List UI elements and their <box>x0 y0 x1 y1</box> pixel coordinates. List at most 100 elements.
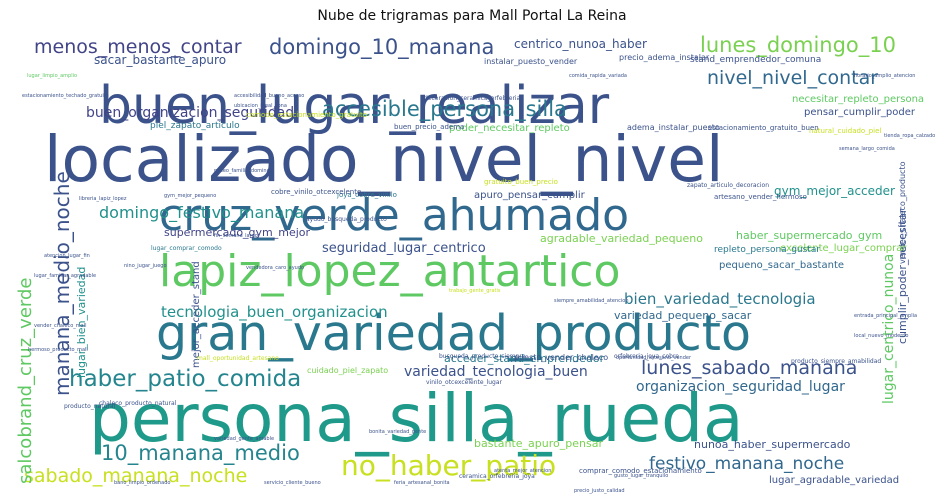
word: buen_organizacion_seguridad <box>86 105 295 121</box>
word: mejor_acceder_stand <box>191 261 202 368</box>
word: local_nuevo_moderno <box>854 333 909 339</box>
word: necesitar_repleto_persona <box>792 94 925 105</box>
word: no_haber_patio <box>341 449 557 482</box>
word: trabajo_gente_gratis <box>449 288 501 294</box>
word: organizacion_seguridad_lugar <box>636 379 845 395</box>
word: mall_oportunidad_artesano <box>197 355 279 362</box>
word: producto_natural <box>64 403 116 410</box>
word: vinilo_otcexcelente_lugar <box>426 379 502 386</box>
word: libreria_lapiz_lopez <box>79 196 127 202</box>
word: fin_semana_largo <box>214 233 258 239</box>
word: semana_largo_comida <box>839 146 895 152</box>
word: nivel_nivel_contar <box>707 67 879 89</box>
word: stand_emprendedor_comuna <box>690 55 822 65</box>
word: nino_jugar_juego <box>124 263 167 269</box>
word: gran_variedad_producto <box>156 305 751 362</box>
word: lapiz_lopez_antartico <box>159 246 621 297</box>
word: instalar_puesto_vender <box>484 57 578 66</box>
word: puesto_vender_chaleco <box>514 353 609 362</box>
word: pequeno_sacar_bastante <box>719 260 845 271</box>
word: artesano_vender_hermoso <box>714 193 807 201</box>
word: 10_manana_medio <box>101 441 300 465</box>
word: apuro_pensar_cumplir <box>474 190 585 201</box>
word: lugar_comprar_comodo <box>151 245 222 252</box>
word: joya_cobre_vinilo <box>337 191 397 199</box>
word: haber_patio_comida <box>69 366 302 392</box>
word: festivo_manana_noche <box>649 454 845 474</box>
word: lugar_centrico_nunoa <box>881 253 897 404</box>
word: cobre_vinilo_otcexcelente <box>271 188 362 196</box>
word: ubicacion_ideal_zona <box>234 103 287 109</box>
word: lugar_agradable_variedad <box>769 475 900 486</box>
word-cloud: persona_silla_rueda localizado_nivel_niv… <box>14 34 935 494</box>
word: bonita_variedad_gente <box>369 429 427 435</box>
word: servicio_cliente_bueno <box>264 480 321 486</box>
word: menos_menos_contar <box>34 36 242 58</box>
chart-title: Nube de trigramas para Mall Portal La Re… <box>317 8 627 24</box>
word: comida_rapida_variada <box>569 73 627 79</box>
word: sabado_manana_noche <box>24 465 248 487</box>
word: nunoa_haber_supermercado <box>694 438 851 451</box>
word: buen_precio_adema <box>394 123 465 131</box>
word: variedad_pequeno_sacar <box>614 309 752 322</box>
word: supermercado_gym_mejor <box>164 226 311 239</box>
word: precio_justo_calidad <box>574 488 625 494</box>
word: bien_variedad_tecnologia <box>624 290 816 308</box>
word: atencion_lugar_fin <box>44 253 90 259</box>
word: entrada_principal_amplia <box>854 313 918 319</box>
word: adema_instalar_puesto <box>627 123 720 132</box>
word: tienda_ropa_calzado <box>884 133 936 139</box>
word: feria_artesanal_bonita <box>394 480 450 486</box>
word: cuidado_piel_zapato <box>307 366 389 375</box>
word: atenta_mejor_atencion <box>494 468 552 474</box>
word: producto_siempre_amabilidad <box>791 358 882 365</box>
word: vendedora_caro_ayudo <box>246 265 305 271</box>
word: siempre_amabilidad_atencion <box>554 298 629 304</box>
word: lunes_sabado_manana <box>641 357 858 379</box>
word: piel_zapato_articulo <box>150 121 240 131</box>
word: ceramica_orfebreria_joya <box>459 473 535 480</box>
word: ayudo_busqueda_producto <box>306 216 387 223</box>
word: zapato_articulo_decoracion <box>687 182 769 189</box>
word: estacionamiento_techado_gratuito <box>22 93 109 99</box>
word: comprar_comodo_estacionamiento <box>579 467 702 475</box>
word: poder_necesitar_repleto <box>449 123 570 134</box>
word: variedad_tecnologia_buen <box>404 364 588 380</box>
word: bastante_apuro_pensar <box>474 437 603 450</box>
word: domingo_festivo_manana <box>99 203 305 222</box>
word: domingo_10_manana <box>269 35 495 59</box>
word: natural_cuidado_piel <box>809 127 882 135</box>
word: comodo_estacionamiento_gratuito <box>246 111 368 119</box>
word: lugar_familiar_agradable <box>34 273 97 279</box>
word: repleto_persona_gustar <box>714 245 821 255</box>
word: gym_mejor_pequeno <box>164 193 217 199</box>
word: gym_mejor_acceder <box>774 184 895 198</box>
word: agradable_variedad_pequeno <box>540 232 703 245</box>
word: excelente_lugar_comprar <box>780 243 907 254</box>
word: accesible_persona_silla <box>322 97 567 121</box>
word: buen_lugar_realizar <box>99 76 610 136</box>
word: cruz_verde_ahumado <box>159 190 630 241</box>
word: vender_chaleco_mall <box>34 323 87 329</box>
word: chaleco_producto_natural <box>99 400 177 407</box>
word: horario_amplio_atencion <box>854 73 916 79</box>
word: orfebreria_joya_cobre <box>614 353 679 360</box>
word: bano_limpio_ordenado <box>114 480 171 486</box>
word: persona_silla_rueda <box>89 380 744 457</box>
word: gusto_lugar_tranquilo <box>614 473 669 479</box>
word: decoracion_ceramica_orfebreria <box>424 95 521 102</box>
word: hermoso_producto_mall <box>28 347 88 353</box>
word: busqueda_producto_siempre <box>439 353 526 360</box>
word: seguridad_lugar_centrico <box>322 241 486 256</box>
word: haber_supermercado_gym <box>736 229 883 242</box>
word: salcobrand_cruz_verde <box>15 277 36 484</box>
word: acceder_stand_emprendedor <box>444 352 605 365</box>
word: paseo_familia_domingo <box>214 168 273 174</box>
word: localizado_nivel_nivel <box>44 123 724 196</box>
word: estacionamiento_gratuito_buen <box>708 124 819 132</box>
word: precio_adema_instalar <box>619 53 710 62</box>
word: accesibilidad_bueno_acceso <box>234 93 305 99</box>
word: pensar_cumplir_poder <box>804 107 915 118</box>
word: tecnologia_buen_organizacion <box>161 303 388 321</box>
word: oportunidad_artesano_vender <box>616 355 692 361</box>
